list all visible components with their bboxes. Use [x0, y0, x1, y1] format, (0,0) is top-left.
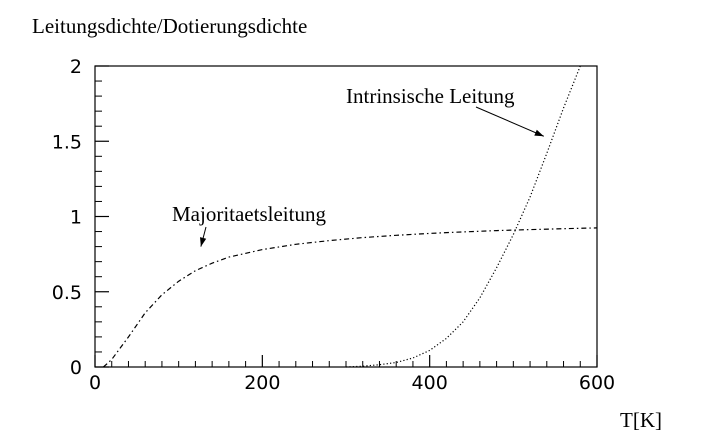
annotation-label: Intrinsische Leitung — [346, 84, 515, 108]
axis-ticks — [94, 65, 598, 368]
y-tick-label: 0 — [70, 357, 82, 379]
series-line-intrinsische-leitung — [345, 65, 581, 368]
y-axis-label: Leitungsdichte/Dotierungsdichte — [32, 14, 307, 38]
annotation-label: Majoritaetsleitung — [172, 202, 326, 226]
y-tick-label: 1.5 — [52, 131, 82, 153]
plot-frame — [94, 65, 598, 368]
annotation-arrow-head — [200, 237, 207, 247]
x-tick-label: 200 — [244, 372, 280, 394]
x-tick-label: 400 — [412, 372, 448, 394]
x-axis-label: T[K] — [620, 408, 662, 432]
series-line-majoritaetsleitung — [102, 227, 598, 368]
y-tick-label: 1 — [70, 207, 82, 229]
x-tick-label: 0 — [89, 372, 101, 394]
x-tick-label: 600 — [579, 372, 615, 394]
y-tick-label: 0.5 — [52, 282, 82, 304]
annotation-arrow-head — [534, 129, 544, 137]
y-tick-label: 2 — [70, 56, 82, 78]
annotation-arrow-line — [475, 106, 544, 137]
axis-tick-labels: 0 200 400 600 0 0.5 1 1.5 2 — [52, 56, 615, 394]
series-layer — [102, 65, 598, 368]
annotation-layer: Majoritaetsleitung Intrinsische Leitung — [172, 84, 544, 247]
